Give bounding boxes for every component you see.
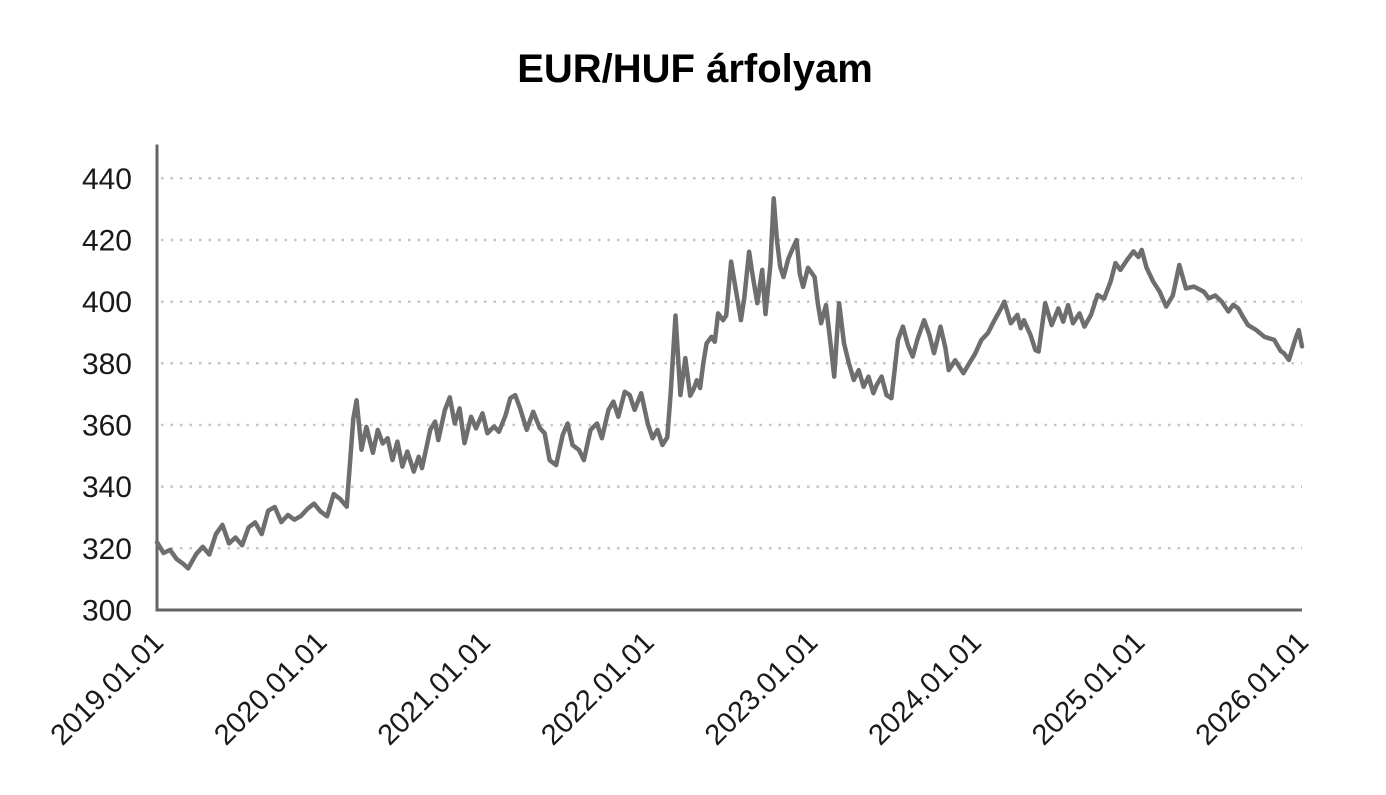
series-group [154, 196, 1305, 571]
y-tick-label-360: 360 [82, 410, 132, 443]
x-tick-label-2020.01.01: 2020.01.01 [208, 626, 333, 751]
y-tick-label-420: 420 [82, 225, 132, 258]
y-tick-label-300: 300 [82, 595, 132, 628]
x-tick-label-2026.01.01: 2026.01.01 [1190, 626, 1315, 751]
x-tick-label-2019.01.01: 2019.01.01 [45, 626, 170, 751]
x-tick-label-2021.01.01: 2021.01.01 [372, 626, 497, 751]
y-tick-label-340: 340 [82, 471, 132, 504]
axes-group [155, 144, 1302, 612]
x-tick-label-2025.01.01: 2025.01.01 [1026, 626, 1151, 751]
y-tick-label-320: 320 [82, 533, 132, 566]
x-axis-tick-labels: 2019.01.01 2020.01.01 2021.01.01 2022.01.01… [45, 626, 1315, 751]
x-tick-label-2022.01.01: 2022.01.01 [535, 626, 660, 751]
y-tick-label-380: 380 [82, 348, 132, 381]
x-tick-label-2024.01.01: 2024.01.01 [863, 626, 988, 751]
y-axis-tick-labels: 300 320 340 360 380 400 420 440 [82, 163, 132, 628]
price-line-eur-huf [154, 196, 1305, 571]
y-tick-label-440: 440 [82, 163, 132, 196]
chart-title: EUR/HUF árfolyam [517, 47, 873, 91]
y-tick-label-400: 400 [82, 286, 132, 319]
x-tick-label-2023.01.01: 2023.01.01 [699, 626, 824, 751]
